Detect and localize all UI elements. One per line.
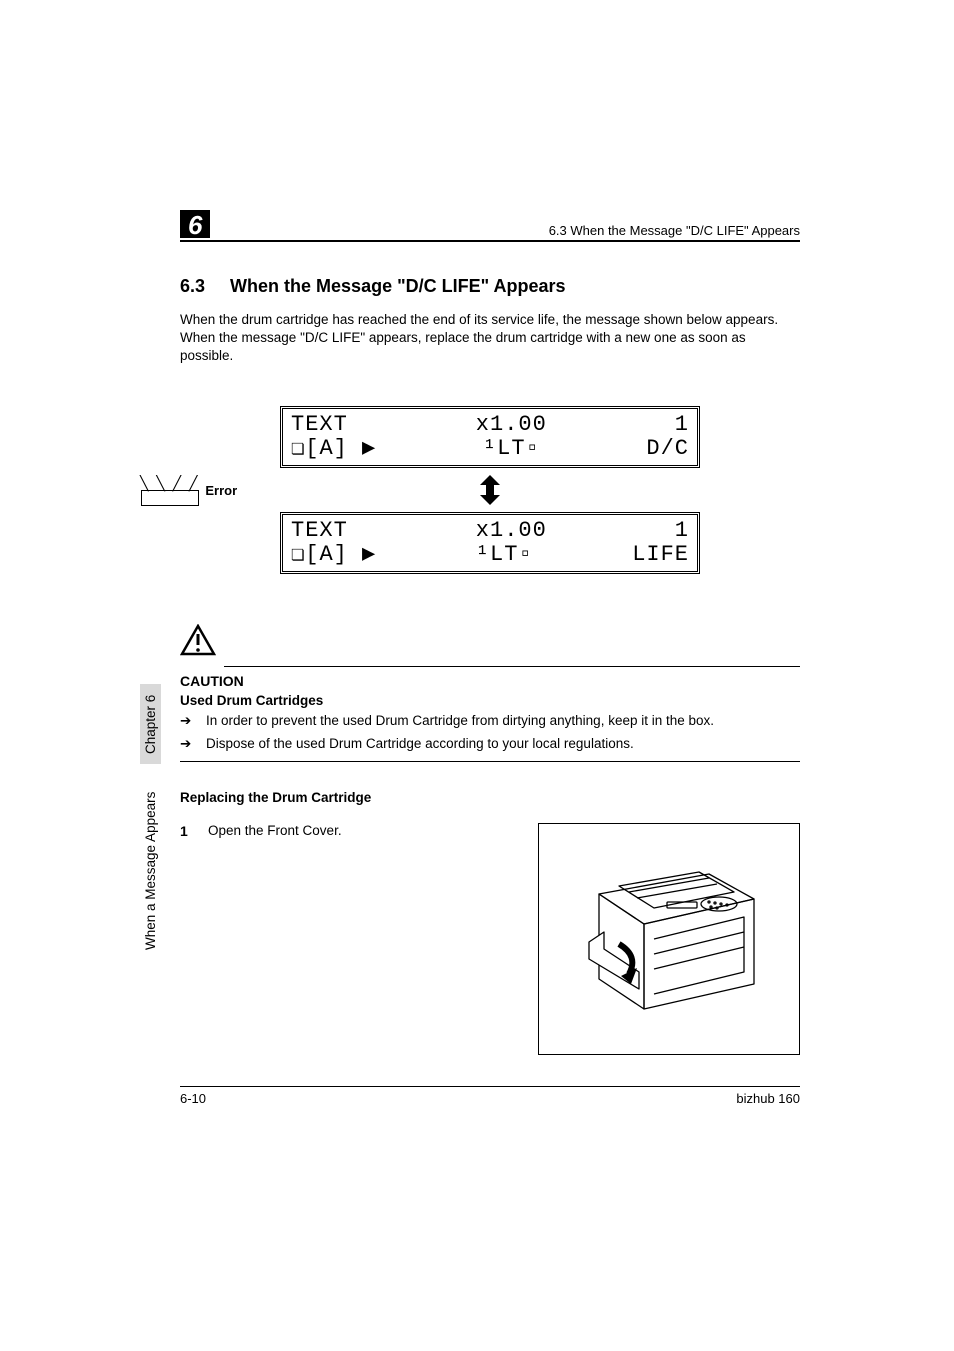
- caution-item-1-text: In order to prevent the used Drum Cartri…: [206, 712, 714, 730]
- lcd-top: TEXT x1.00 1 ❏[A] ▶ ¹LT▫ D/C: [280, 406, 700, 468]
- lcd-bot-l2-right: LIFE: [632, 543, 689, 567]
- footer-model: bizhub 160: [736, 1091, 800, 1106]
- lcd-bot-l2-left: ❏[A] ▶: [291, 543, 376, 567]
- lcd-top-l2-right: D/C: [646, 437, 689, 461]
- lcd-top-l2-mid: ¹LT▫: [483, 437, 540, 461]
- caution-item-2: ➔ Dispose of the used Drum Cartridge acc…: [180, 735, 800, 753]
- caution-rule-bottom: [180, 761, 800, 762]
- intro-paragraph: When the drum cartridge has reached the …: [180, 311, 800, 366]
- caution-rule-top: [224, 666, 800, 667]
- arrow-icon: ➔: [180, 712, 196, 730]
- error-rays-icon: ╲ ╲ ╱ ╱: [140, 476, 199, 490]
- lcd-top-l1-left: TEXT: [291, 413, 348, 437]
- replace-heading: Replacing the Drum Cartridge: [180, 790, 800, 805]
- step-1: 1 Open the Front Cover.: [180, 823, 800, 1055]
- lcd-top-l2-left: ❏[A] ▶: [291, 437, 376, 461]
- page-header: 6 6.3 When the Message "D/C LIFE" Appear…: [180, 210, 800, 242]
- caution-subheading: Used Drum Cartridges: [180, 693, 800, 708]
- warning-icon: [180, 630, 216, 663]
- error-label: Error: [205, 483, 237, 498]
- section-number: 6.3: [180, 276, 205, 296]
- caution-heading: CAUTION: [180, 673, 800, 689]
- error-light-icon: ╲ ╲ ╱ ╱: [140, 476, 199, 506]
- lcd-top-l1-right: 1: [675, 413, 689, 437]
- step-text: Open the Front Cover.: [208, 823, 524, 1055]
- chapter-number: 6: [180, 210, 210, 238]
- step-number: 1: [180, 823, 194, 1055]
- sidebar-title: When a Message Appears: [143, 792, 158, 950]
- section-heading: 6.3 When the Message "D/C LIFE" Appears: [180, 276, 800, 297]
- lcd-bot-l1-left: TEXT: [291, 519, 348, 543]
- footer-page: 6-10: [180, 1091, 206, 1106]
- lcd-bot-l1-mid: x1.00: [476, 519, 547, 543]
- lcd-alternating-arrow: [280, 468, 700, 512]
- error-indicator: ╲ ╲ ╱ ╱ Error: [140, 476, 237, 506]
- running-title: 6.3 When the Message "D/C LIFE" Appears: [549, 223, 800, 238]
- lcd-bot-l1-right: 1: [675, 519, 689, 543]
- lcd-top-l1-mid: x1.00: [476, 413, 547, 437]
- updown-arrow-icon: [478, 475, 502, 505]
- caution-item-1: ➔ In order to prevent the used Drum Cart…: [180, 712, 800, 730]
- error-lamp-icon: [141, 490, 199, 506]
- sidebar-tab: When a Message Appears Chapter 6: [140, 670, 161, 950]
- section-title-text: When the Message "D/C LIFE" Appears: [230, 276, 565, 296]
- arrow-icon: ➔: [180, 735, 196, 753]
- caution-block: CAUTION Used Drum Cartridges ➔ In order …: [180, 624, 800, 761]
- lcd-display-group: ╲ ╲ ╱ ╱ Error TEXT x1.00 1 ❏[A] ▶ ¹LT▫ D…: [280, 406, 700, 575]
- printer-illustration: [538, 823, 800, 1055]
- sidebar-chapter: Chapter 6: [140, 684, 161, 763]
- page-footer: 6-10 bizhub 160: [180, 1086, 800, 1106]
- printer-icon: [559, 844, 779, 1034]
- lcd-bot-l2-mid: ¹LT▫: [476, 543, 533, 567]
- lcd-bottom: TEXT x1.00 1 ❏[A] ▶ ¹LT▫ LIFE: [280, 512, 700, 574]
- caution-item-2-text: Dispose of the used Drum Cartridge accor…: [206, 735, 634, 753]
